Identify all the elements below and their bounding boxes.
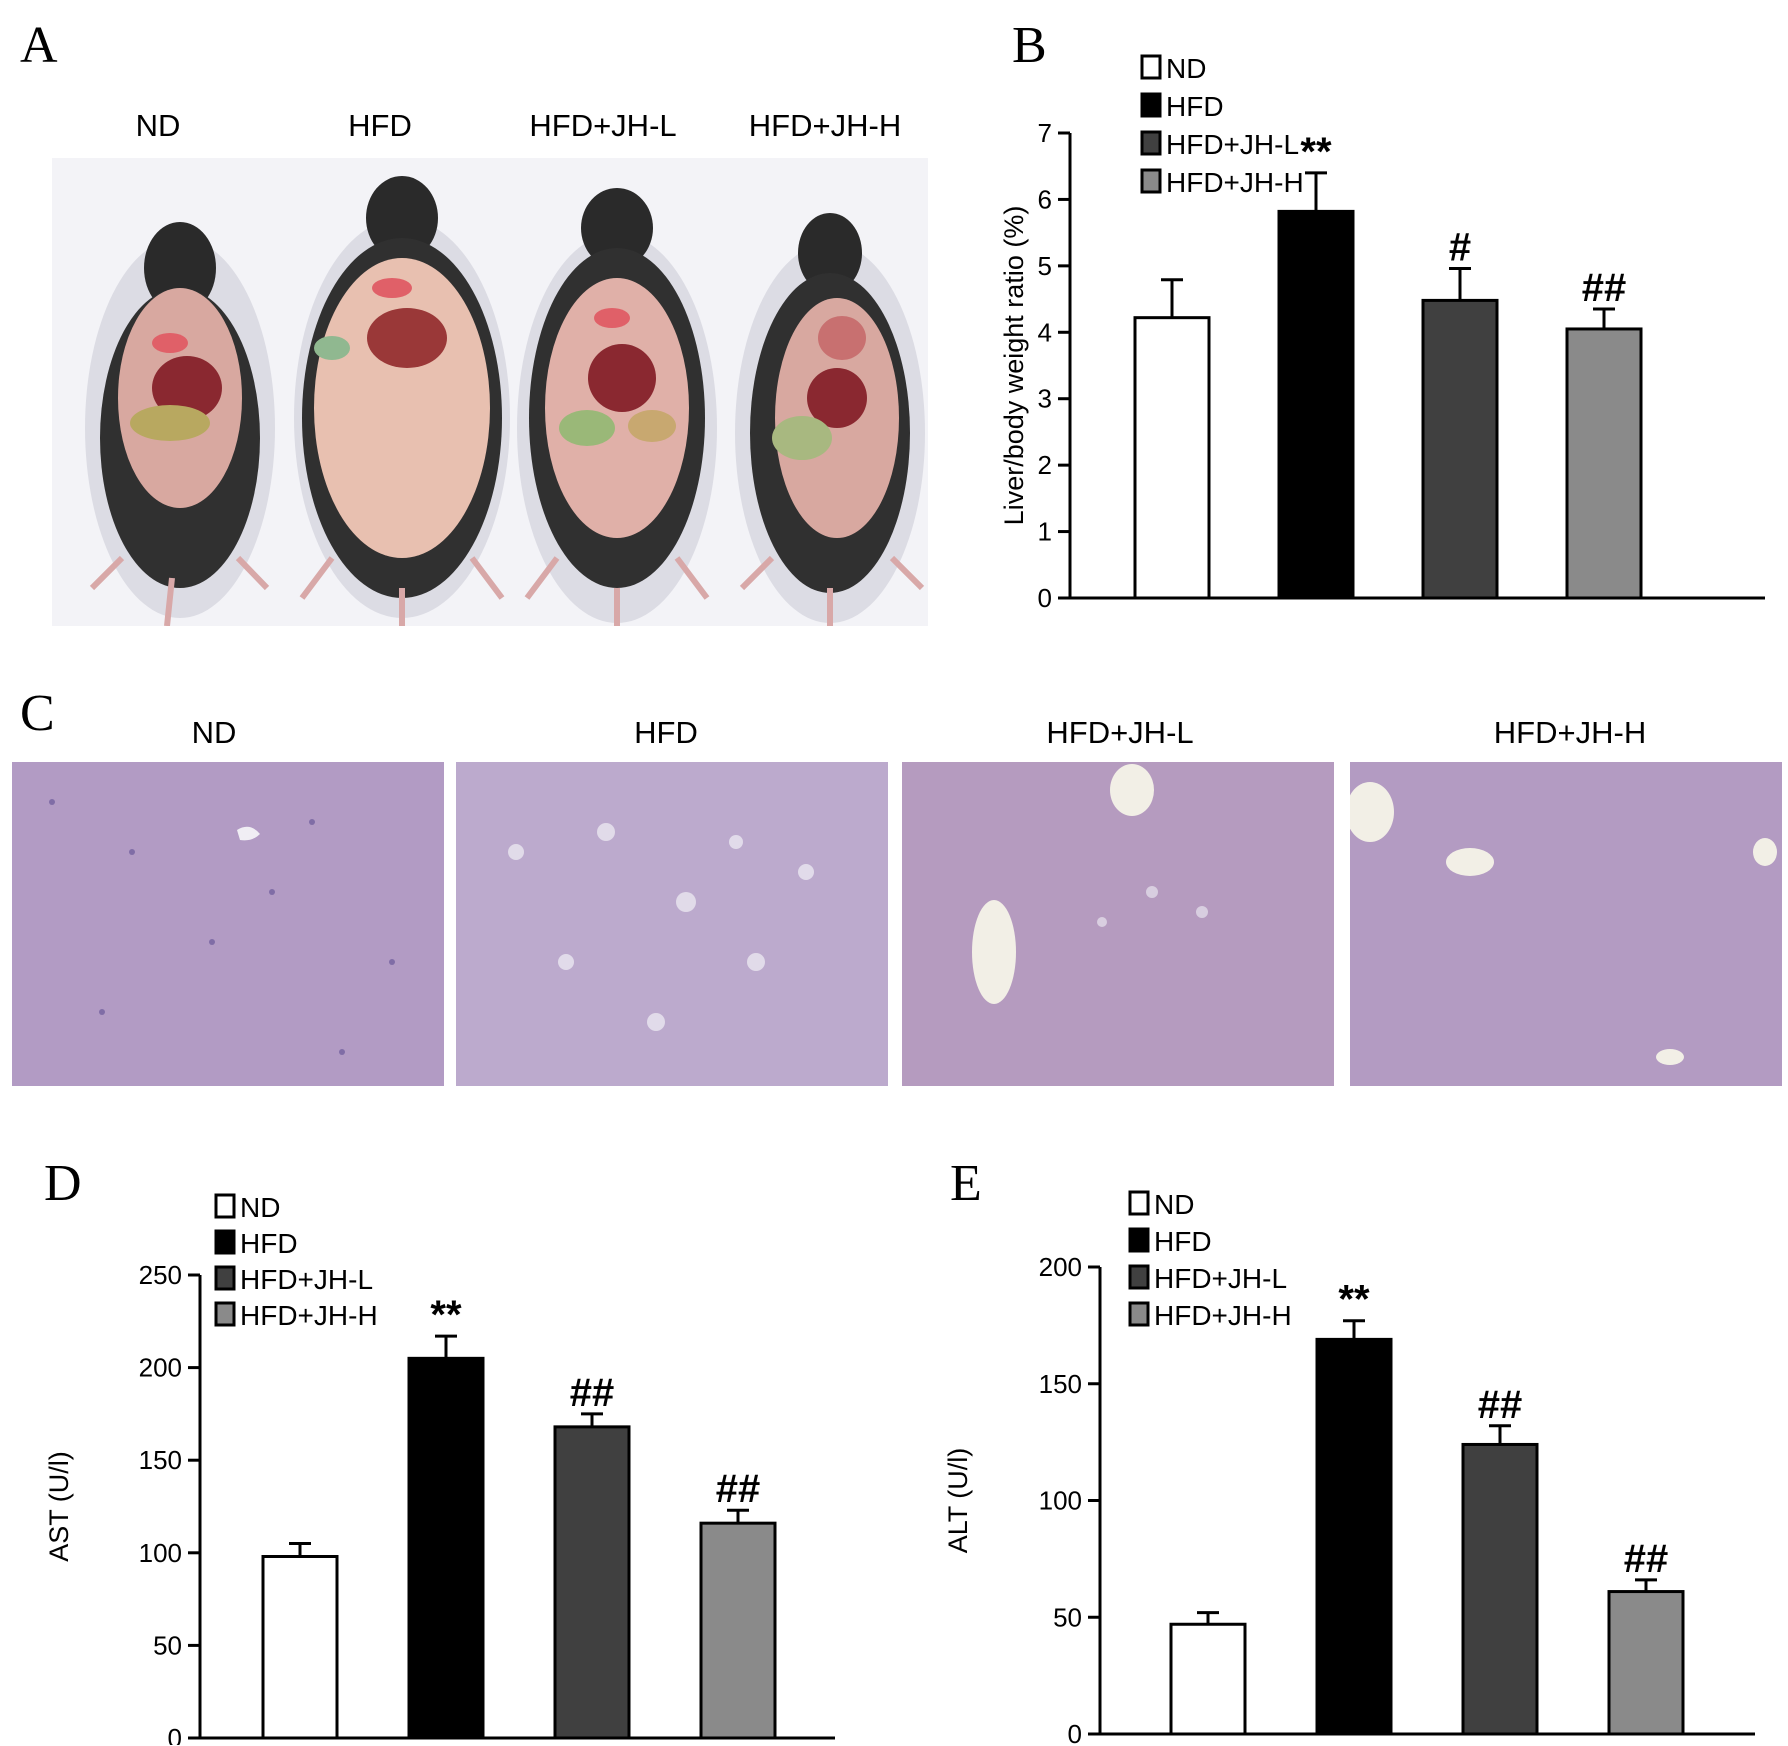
chart-e-legend-swatch-2 — [1128, 1264, 1150, 1290]
panel-c-label-hfd-jh-h: HFD+JH-H — [1493, 715, 1647, 750]
chart-d-ylabel: AST (U/l) — [44, 1451, 74, 1562]
mouse-nd — [89, 222, 270, 626]
chart-b-ylabel: Liver/body weight ratio (%) — [999, 206, 1029, 526]
panel-c-label-hfd: HFD — [634, 715, 698, 750]
chart-e-legend-label-2: HFD+JH-L — [1154, 1263, 1287, 1294]
histology-image-hfd-jh-l — [902, 762, 1334, 1086]
mouse-hfd — [299, 176, 505, 626]
chart-b-legend-swatch-3 — [1140, 168, 1162, 194]
mice-dissection-photo — [52, 158, 928, 626]
chart-e-legend-swatch-0 — [1128, 1190, 1150, 1216]
chart-d-legend-swatch-0 — [214, 1193, 236, 1219]
chart-e-ytick-label-3: 150 — [1039, 1369, 1082, 1399]
chart-b-ytick-label-2: 2 — [1038, 450, 1052, 480]
chart-b-annotation-1: ** — [1300, 130, 1332, 174]
chart-b-legend-label-2: HFD+JH-L — [1166, 129, 1299, 160]
histology-image-nd — [12, 762, 444, 1086]
chart-e-ytick-label-1: 50 — [1053, 1602, 1082, 1632]
chart-d-ytick-label-5: 250 — [139, 1260, 182, 1290]
chart-e-ytick-label-0: 0 — [1068, 1719, 1082, 1746]
histology-image-hfd-jh-h — [1350, 762, 1782, 1086]
chart-e-annotation-1: ** — [1338, 1278, 1370, 1322]
chart-d-legend-swatch-2 — [214, 1265, 236, 1291]
chart-d-bar-0 — [261, 1555, 339, 1740]
chart-b-bar-2 — [1421, 298, 1499, 600]
chart-d-bar-1 — [407, 1356, 485, 1740]
chart-b-legend-label-3: HFD+JH-H — [1166, 167, 1304, 198]
chart-e-legend-label-1: HFD — [1154, 1226, 1212, 1257]
histology-image-hfd — [456, 762, 888, 1086]
chart-e-legend-label-3: HFD+JH-H — [1154, 1300, 1292, 1331]
chart-b-bar-0 — [1133, 316, 1211, 600]
chart-b-legend-swatch-2 — [1140, 130, 1162, 156]
alt-chart: 0 50 100 150 200 ALT (U/l) ** ## ## ND HFD HFD+JH-L… — [943, 1189, 1755, 1746]
chart-b-ytick-label-6: 6 — [1038, 184, 1052, 214]
chart-b-ytick-label-5: 5 — [1038, 251, 1052, 281]
panel-e-letter: E — [950, 1155, 982, 1212]
chart-d-ytick-label-2: 100 — [139, 1538, 182, 1568]
chart-e-bar-0 — [1169, 1622, 1247, 1736]
panel-d-letter: D — [44, 1155, 82, 1212]
panel-a-label-nd: ND — [135, 108, 181, 143]
chart-e-bar-2 — [1461, 1442, 1539, 1736]
chart-b-ytick-label-7: 7 — [1038, 118, 1052, 148]
chart-b-ytick-label-0: 0 — [1038, 583, 1052, 613]
chart-d-annotation-1: ** — [430, 1293, 462, 1337]
chart-d-legend-label-2: HFD+JH-L — [240, 1264, 373, 1295]
chart-d-ytick-label-3: 150 — [139, 1445, 182, 1475]
panel-c-label-nd: ND — [191, 715, 237, 750]
chart-e-legend-swatch-3 — [1128, 1301, 1150, 1327]
panel-a-letter: A — [20, 17, 58, 74]
chart-b-ytick-label-1: 1 — [1038, 517, 1052, 547]
chart-d-legend-label-1: HFD — [240, 1228, 298, 1259]
panel-c-letter: C — [20, 685, 55, 742]
chart-b-bar-3 — [1565, 327, 1643, 600]
chart-b-bar-1 — [1277, 209, 1355, 600]
chart-b-legend-swatch-0 — [1140, 54, 1162, 80]
chart-b-ytick-label-3: 3 — [1038, 384, 1052, 414]
chart-e-ylabel: ALT (U/l) — [943, 1448, 973, 1554]
ast-chart: 0 50 100 150 200 250 AST (U/l) ** ## ## ND HFD HFD+J… — [44, 1192, 835, 1745]
chart-e-ytick-label-2: 100 — [1039, 1486, 1082, 1516]
chart-b-legend-label-0: ND — [1166, 53, 1206, 84]
chart-d-legend-swatch-1 — [214, 1229, 236, 1255]
chart-e-bar-1 — [1315, 1337, 1393, 1736]
chart-e-legend-label-0: ND — [1154, 1189, 1194, 1220]
chart-d-bar-2 — [553, 1425, 631, 1740]
chart-d-legend-label-3: HFD+JH-H — [240, 1300, 378, 1331]
chart-b-annotation-3: ## — [1582, 266, 1627, 310]
chart-d-ytick-label-0: 0 — [168, 1723, 182, 1745]
chart-d-ytick-label-4: 200 — [139, 1353, 182, 1383]
chart-b-ytick-label-4: 4 — [1038, 317, 1052, 347]
panel-c-label-hfd-jh-l: HFD+JH-L — [1046, 715, 1194, 750]
chart-b-annotation-2: # — [1449, 226, 1471, 270]
mouse-hfd-jh-l — [524, 188, 710, 626]
panel-a-label-hfd-jh-h: HFD+JH-H — [748, 108, 902, 143]
panel-a-label-hfd-jh-l: HFD+JH-L — [529, 108, 677, 143]
chart-e-bar-3 — [1607, 1590, 1685, 1736]
chart-d-legend-swatch-3 — [214, 1301, 236, 1327]
chart-e-ytick-label-4: 200 — [1039, 1252, 1082, 1282]
chart-b-legend-label-1: HFD — [1166, 91, 1224, 122]
mouse-hfd-jh-h — [739, 213, 925, 626]
chart-d-ytick-label-1: 50 — [153, 1630, 182, 1660]
panel-a-label-hfd: HFD — [348, 108, 412, 143]
chart-d-bar-3 — [699, 1521, 777, 1740]
chart-e-annotation-2: ## — [1478, 1383, 1523, 1427]
chart-e-annotation-3: ## — [1624, 1537, 1669, 1581]
chart-b-legend-swatch-1 — [1140, 92, 1162, 118]
chart-d-legend-label-0: ND — [240, 1192, 280, 1223]
chart-d-annotation-2: ## — [570, 1371, 615, 1415]
chart-e-legend-swatch-1 — [1128, 1227, 1150, 1253]
panel-b-letter: B — [1012, 17, 1047, 74]
chart-d-annotation-3: ## — [716, 1467, 761, 1511]
